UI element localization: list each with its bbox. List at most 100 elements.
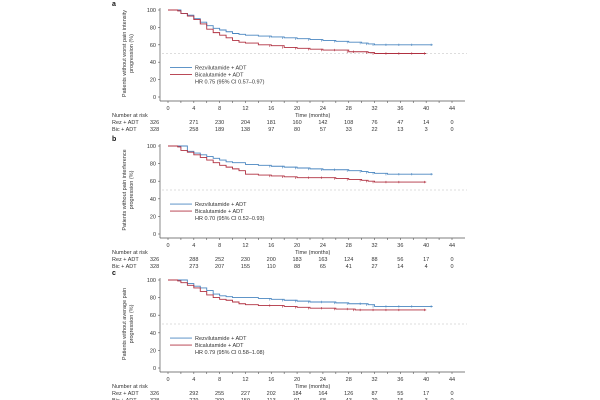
x-tick-label: 28 bbox=[346, 106, 352, 112]
x-tick-label: 32 bbox=[371, 243, 377, 249]
risk-value: 43 bbox=[346, 398, 352, 400]
risk-value: 27 bbox=[371, 264, 377, 270]
x-tick-label: 16 bbox=[268, 243, 274, 249]
risk-value: 255 bbox=[215, 391, 224, 397]
risk-row-label: Rez + ADT bbox=[112, 391, 139, 397]
risk-value: 22 bbox=[371, 127, 377, 133]
panel-a: a Patients without worst pain intensity pr… bbox=[112, 1, 467, 133]
x-tick-label: 40 bbox=[423, 106, 429, 112]
risk-value: 41 bbox=[346, 264, 352, 270]
y-tick-label: 40 bbox=[150, 60, 156, 66]
risk-value: 326 bbox=[150, 120, 159, 126]
risk-value: 288 bbox=[189, 257, 198, 263]
y-axis-label: Patients without worst pain intensity bbox=[122, 10, 128, 97]
panel-letter: c bbox=[112, 270, 116, 277]
y-axis-label-line2: progression (%) bbox=[129, 34, 135, 73]
x-tick-label: 12 bbox=[242, 243, 248, 249]
risk-value: 200 bbox=[267, 257, 276, 263]
risk-value: 55 bbox=[397, 391, 403, 397]
risk-value: 209 bbox=[215, 398, 224, 400]
risk-value: 183 bbox=[292, 257, 301, 263]
y-tick-label: 60 bbox=[150, 313, 156, 319]
y-axis-label: Patients without average pain bbox=[122, 288, 128, 360]
risk-value: 328 bbox=[150, 264, 159, 270]
risk-value: 328 bbox=[150, 398, 159, 400]
risk-value: 204 bbox=[241, 120, 250, 126]
x-tick-label: 4 bbox=[192, 106, 195, 112]
x-tick-label: 20 bbox=[294, 106, 300, 112]
risk-value: 56 bbox=[397, 257, 403, 263]
panel-b: b Patients without pain interference progr… bbox=[112, 136, 467, 270]
risk-table-title: Number at risk bbox=[112, 113, 148, 119]
x-tick-label: 40 bbox=[423, 243, 429, 249]
y-tick-label: 20 bbox=[150, 78, 156, 84]
risk-value: 0 bbox=[450, 264, 453, 270]
risk-value: 227 bbox=[241, 391, 250, 397]
x-tick-label: 0 bbox=[166, 243, 169, 249]
legend-label: Bicalutamide + ADT bbox=[195, 343, 244, 349]
risk-value: 88 bbox=[294, 264, 300, 270]
y-tick-label: 80 bbox=[150, 296, 156, 302]
x-tick-label: 36 bbox=[397, 243, 403, 249]
risk-value: 57 bbox=[320, 127, 326, 133]
km-curve-rezvilutamide bbox=[168, 145, 433, 175]
x-tick-label: 36 bbox=[397, 106, 403, 112]
x-tick-label: 8 bbox=[218, 243, 221, 249]
risk-value: 0 bbox=[450, 398, 453, 400]
risk-value: 271 bbox=[189, 120, 198, 126]
km-curve-bicalutamide bbox=[168, 279, 427, 311]
risk-value: 17 bbox=[423, 257, 429, 263]
y-tick-label: 0 bbox=[153, 366, 156, 372]
legend-label: Bicalutamide + ADT bbox=[195, 209, 244, 215]
x-tick-label: 20 bbox=[294, 243, 300, 249]
risk-value: 14 bbox=[397, 264, 403, 270]
x-axis-label: Time (months) bbox=[295, 113, 330, 119]
risk-value: 292 bbox=[189, 391, 198, 397]
y-tick-label: 0 bbox=[153, 232, 156, 238]
x-tick-label: 16 bbox=[268, 106, 274, 112]
risk-value: 159 bbox=[241, 398, 250, 400]
risk-value: 181 bbox=[267, 120, 276, 126]
risk-value: 138 bbox=[241, 127, 250, 133]
risk-value: 29 bbox=[371, 398, 377, 400]
x-tick-label: 12 bbox=[242, 106, 248, 112]
x-tick-label: 28 bbox=[346, 377, 352, 383]
risk-value: 76 bbox=[371, 120, 377, 126]
x-tick-label: 28 bbox=[346, 243, 352, 249]
risk-value: 230 bbox=[241, 257, 250, 263]
x-tick-label: 8 bbox=[218, 377, 221, 383]
x-tick-label: 24 bbox=[320, 243, 326, 249]
y-tick-label: 60 bbox=[150, 179, 156, 185]
x-tick-label: 44 bbox=[449, 377, 455, 383]
risk-value: 88 bbox=[371, 257, 377, 263]
risk-value: 17 bbox=[423, 391, 429, 397]
risk-table-title: Number at risk bbox=[112, 250, 148, 256]
panel-letter: a bbox=[112, 1, 116, 8]
risk-value: 142 bbox=[318, 120, 327, 126]
y-tick-label: 100 bbox=[147, 8, 156, 14]
panel-letter: b bbox=[112, 136, 116, 143]
risk-value: 0 bbox=[450, 127, 453, 133]
legend-label: Bicalutamide + ADT bbox=[195, 72, 244, 78]
legend-label: Rezvilutamide + ADT bbox=[195, 202, 247, 208]
risk-value: 252 bbox=[215, 257, 224, 263]
risk-value: 202 bbox=[267, 391, 276, 397]
x-tick-label: 32 bbox=[371, 106, 377, 112]
risk-value: 65 bbox=[320, 264, 326, 270]
risk-value: 230 bbox=[215, 120, 224, 126]
risk-value: 110 bbox=[267, 264, 276, 270]
km-curve-rezvilutamide bbox=[168, 279, 433, 307]
risk-value: 68 bbox=[320, 398, 326, 400]
risk-row-label: Bic + ADT bbox=[112, 398, 137, 400]
risk-value: 13 bbox=[397, 127, 403, 133]
risk-row-label: Bic + ADT bbox=[112, 127, 137, 133]
x-tick-label: 24 bbox=[320, 377, 326, 383]
x-tick-label: 36 bbox=[397, 377, 403, 383]
risk-value: 126 bbox=[344, 391, 353, 397]
risk-value: 163 bbox=[318, 257, 327, 263]
panel-c: c Patients without average pain progressio… bbox=[112, 270, 467, 400]
risk-table-title: Number at risk bbox=[112, 384, 148, 390]
risk-value: 113 bbox=[267, 398, 276, 400]
hazard-ratio: HR 0.75 (95% CI 0.57–0.97) bbox=[195, 79, 265, 85]
